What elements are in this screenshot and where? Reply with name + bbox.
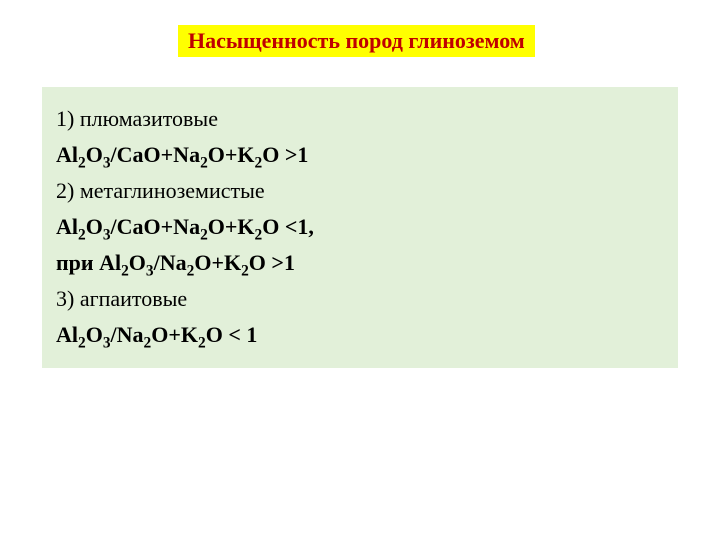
content-line-4: Al2O3/CaO+Na2O+K2O <1, — [56, 209, 664, 245]
content-box: 1) плюмазитовые Al2O3/CaO+Na2O+K2O >1 2) м… — [42, 87, 678, 368]
title-bar: Насыщенность пород глиноземом — [178, 25, 535, 57]
formula: Al2O3/Na2O+K2O < 1 — [56, 322, 257, 347]
formula: при Al2O3/Na2O+K2O >1 — [56, 250, 295, 275]
content-line-1: 1) плюмазитовые — [56, 101, 664, 137]
content-line-6: 3) агпаитовые — [56, 281, 664, 317]
content-line-7: Al2O3/Na2O+K2O < 1 — [56, 317, 664, 353]
title-text: Насыщенность пород глиноземом — [188, 28, 525, 53]
content-line-2: Al2O3/CaO+Na2O+K2O >1 — [56, 137, 664, 173]
formula: Al2O3/CaO+Na2O+K2O <1, — [56, 214, 314, 239]
formula: Al2O3/CaO+Na2O+K2O >1 — [56, 142, 308, 167]
slide: Насыщенность пород глиноземом 1) плюмази… — [0, 0, 720, 540]
content-line-3: 2) метаглиноземистые — [56, 173, 664, 209]
content-line-5: при Al2O3/Na2O+K2O >1 — [56, 245, 664, 281]
